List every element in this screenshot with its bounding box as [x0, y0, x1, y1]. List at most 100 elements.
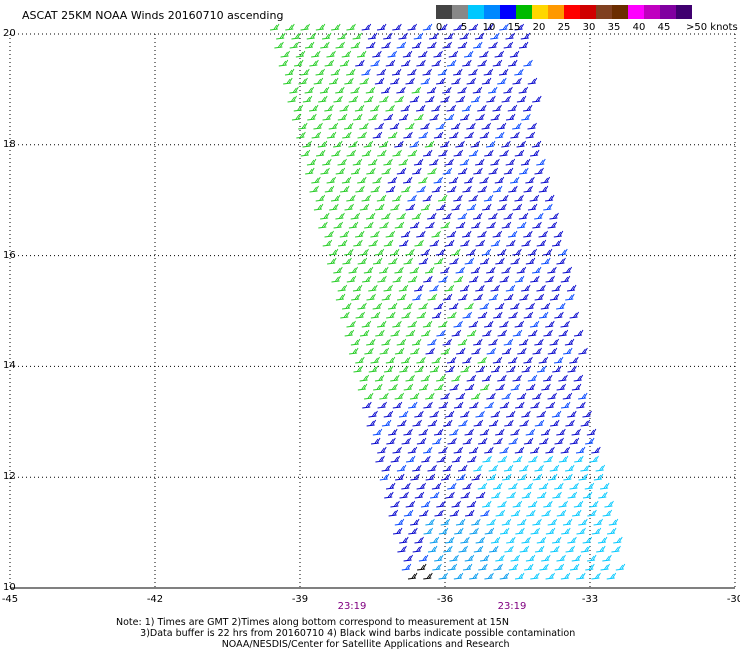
wind-barb	[453, 23, 463, 31]
wind-barb	[576, 527, 586, 535]
wind-barb	[350, 212, 361, 220]
wind-barb	[565, 293, 575, 301]
wind-barb	[574, 455, 584, 463]
wind-barb	[324, 59, 335, 67]
wind-barb	[367, 32, 378, 40]
wind-barb	[495, 554, 505, 562]
wind-barb	[423, 446, 433, 454]
wind-barb	[405, 122, 415, 130]
wind-barb	[305, 167, 315, 175]
wind-barb	[567, 536, 577, 544]
wind-barb	[519, 293, 529, 301]
wind-barb	[606, 572, 617, 580]
wind-barb	[346, 194, 356, 202]
wind-barb	[558, 374, 568, 382]
wind-barb	[521, 491, 532, 499]
wind-barb	[374, 77, 385, 85]
wind-barb	[444, 284, 455, 292]
wind-barb	[363, 95, 374, 103]
wind-barb	[403, 302, 413, 310]
wind-barb	[532, 473, 543, 481]
wind-barb	[504, 545, 514, 553]
wind-barb	[484, 572, 494, 580]
wind-barb	[462, 563, 473, 571]
wind-barb	[468, 194, 479, 202]
wind-barb	[499, 572, 510, 580]
wind-barb	[432, 437, 442, 445]
wind-barb	[556, 509, 567, 517]
wind-barb	[593, 473, 604, 481]
wind-barb	[377, 446, 387, 454]
wind-barb	[442, 338, 452, 346]
wind-barb	[418, 554, 429, 562]
wind-barb	[454, 527, 464, 535]
wind-barb	[366, 167, 376, 175]
wind-barb	[506, 365, 516, 373]
wind-barb	[479, 428, 490, 436]
wind-barb	[409, 140, 419, 148]
wind-barb	[481, 248, 492, 256]
lat-tick-label: 10	[3, 582, 16, 593]
wind-barb	[578, 473, 588, 481]
wind-barb	[456, 347, 466, 355]
wind-barb	[499, 401, 510, 409]
wind-barb	[337, 158, 347, 166]
wind-barb	[521, 113, 531, 121]
wind-barb	[582, 491, 593, 499]
wind-barb	[348, 140, 358, 148]
wind-barb	[370, 104, 380, 112]
wind-barb	[478, 437, 488, 445]
wind-barb	[503, 338, 514, 346]
wind-barb	[550, 545, 560, 553]
wind-barb	[512, 77, 522, 85]
wind-barb	[394, 392, 405, 400]
wind-barb	[545, 527, 556, 535]
wind-barb	[473, 293, 483, 301]
wind-barb	[448, 50, 459, 58]
lon-tick-label: -42	[146, 594, 164, 605]
wind-barb	[326, 176, 337, 184]
wind-barb	[488, 212, 498, 220]
wind-barb	[539, 563, 549, 571]
wind-barb	[327, 257, 337, 265]
wind-barb	[344, 248, 354, 256]
wind-barb	[602, 554, 612, 562]
wind-barb	[361, 23, 372, 31]
wind-barb	[342, 131, 352, 139]
wind-barb	[530, 446, 540, 454]
wind-barb	[576, 401, 586, 409]
wind-barb	[348, 266, 358, 274]
wind-barb	[412, 419, 422, 427]
wind-barb	[573, 329, 584, 337]
wind-barb	[467, 455, 477, 463]
wind-barb	[514, 23, 524, 31]
wind-barb	[514, 149, 525, 157]
wind-barb	[490, 410, 501, 418]
wind-barb	[549, 464, 560, 472]
wind-barb	[326, 50, 336, 58]
wind-barb	[388, 383, 398, 391]
wind-barb	[427, 338, 437, 346]
wind-barb	[504, 419, 514, 427]
wind-barb	[556, 302, 566, 310]
wind-barb	[388, 257, 398, 265]
wind-barb	[304, 41, 315, 49]
wind-barb	[326, 131, 337, 139]
wind-barb	[350, 41, 361, 49]
wind-barb	[490, 284, 500, 292]
wind-barb	[501, 347, 512, 355]
wind-barb	[429, 158, 439, 166]
wind-barb	[315, 23, 326, 31]
wind-barb	[361, 68, 371, 76]
wind-barb	[412, 464, 422, 472]
wind-barb	[335, 86, 345, 94]
wind-barb	[534, 338, 544, 346]
wind-barb	[515, 401, 525, 409]
wind-barb	[405, 203, 416, 211]
note-line-3: NOAA/NESDIS/Center for Satellite Applica…	[116, 639, 510, 650]
wind-barb	[343, 122, 354, 130]
wind-barb	[484, 275, 494, 283]
wind-barb	[541, 554, 551, 562]
wind-barb	[311, 50, 321, 58]
wind-barb	[549, 212, 559, 220]
